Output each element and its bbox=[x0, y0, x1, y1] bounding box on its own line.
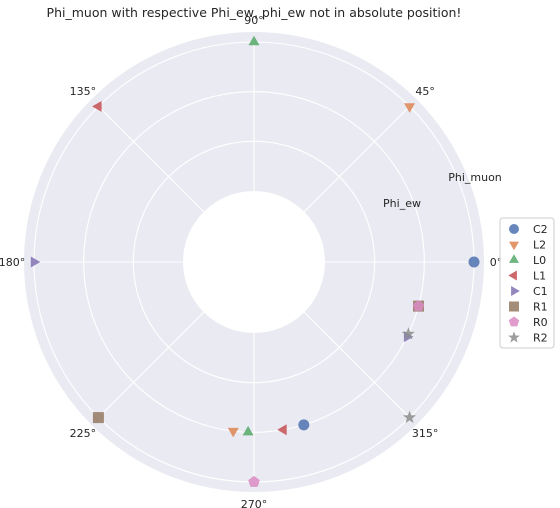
data-point-r2 bbox=[403, 410, 417, 424]
data-point-r1 bbox=[92, 412, 104, 424]
legend: C2 L2 L0 L1 C1 R1 R0 R2 bbox=[499, 217, 555, 349]
angle-tick-label: 315° bbox=[412, 427, 439, 440]
angle-grid-line-45 bbox=[303, 106, 410, 213]
ring-label: Phi_ew bbox=[383, 197, 421, 210]
data-point-r2 bbox=[401, 327, 415, 340]
angle-tick-label: 45° bbox=[415, 85, 435, 98]
legend-marker-c2 bbox=[509, 224, 519, 234]
data-point-l2 bbox=[404, 103, 415, 113]
chart-title: Phi_muon with respective Phi_ew, phi_ew … bbox=[47, 5, 462, 20]
legend-label: C1 bbox=[533, 285, 548, 298]
legend-marker-r2 bbox=[508, 331, 520, 343]
legend-box bbox=[499, 217, 555, 349]
legend-label: C2 bbox=[533, 223, 548, 236]
legend-label: L1 bbox=[533, 270, 546, 283]
angle-tick-label: 180° bbox=[0, 256, 25, 269]
data-point-c2 bbox=[298, 419, 310, 431]
legend-marker-r0 bbox=[508, 316, 520, 327]
legend-label: R2 bbox=[533, 332, 548, 345]
data-point-c2 bbox=[468, 256, 480, 268]
legend-marker-l0 bbox=[509, 254, 519, 263]
data-point-l2 bbox=[227, 427, 239, 438]
angle-grid-line-315 bbox=[303, 311, 410, 418]
legend-label: R0 bbox=[533, 316, 548, 329]
legend-marker-l1 bbox=[508, 270, 517, 281]
legend-label: L0 bbox=[533, 254, 546, 267]
angle-tick-label: 90° bbox=[244, 14, 264, 27]
data-point-l1 bbox=[92, 101, 102, 112]
angle-grid-line-135 bbox=[98, 106, 205, 213]
data-point-r0 bbox=[412, 300, 425, 311]
legend-marker-l2 bbox=[509, 241, 519, 251]
legend-label: L2 bbox=[533, 239, 546, 252]
angle-tick-label: 0° bbox=[490, 256, 503, 269]
legend-label: R1 bbox=[533, 301, 548, 314]
data-point-r0 bbox=[248, 475, 260, 487]
angle-tick-label: 270° bbox=[241, 498, 268, 508]
data-point-l1 bbox=[277, 424, 287, 436]
data-point-l0 bbox=[242, 425, 254, 436]
data-point-l0 bbox=[248, 35, 260, 46]
angle-tick-label: 135° bbox=[70, 85, 97, 98]
legend-marker-c1 bbox=[511, 286, 520, 296]
ring-label: Phi_muon bbox=[448, 171, 502, 184]
angle-tick-label: 225° bbox=[70, 427, 97, 440]
angle-grid-line-225 bbox=[98, 311, 205, 418]
legend-marker-r1 bbox=[509, 301, 519, 312]
inner-hole bbox=[183, 191, 325, 333]
data-point-c1 bbox=[30, 256, 41, 268]
plot-area: 0° 45° 90° 135° 180° 225° 270° 315° Phi_muon Phi_… bbox=[0, 14, 502, 508]
